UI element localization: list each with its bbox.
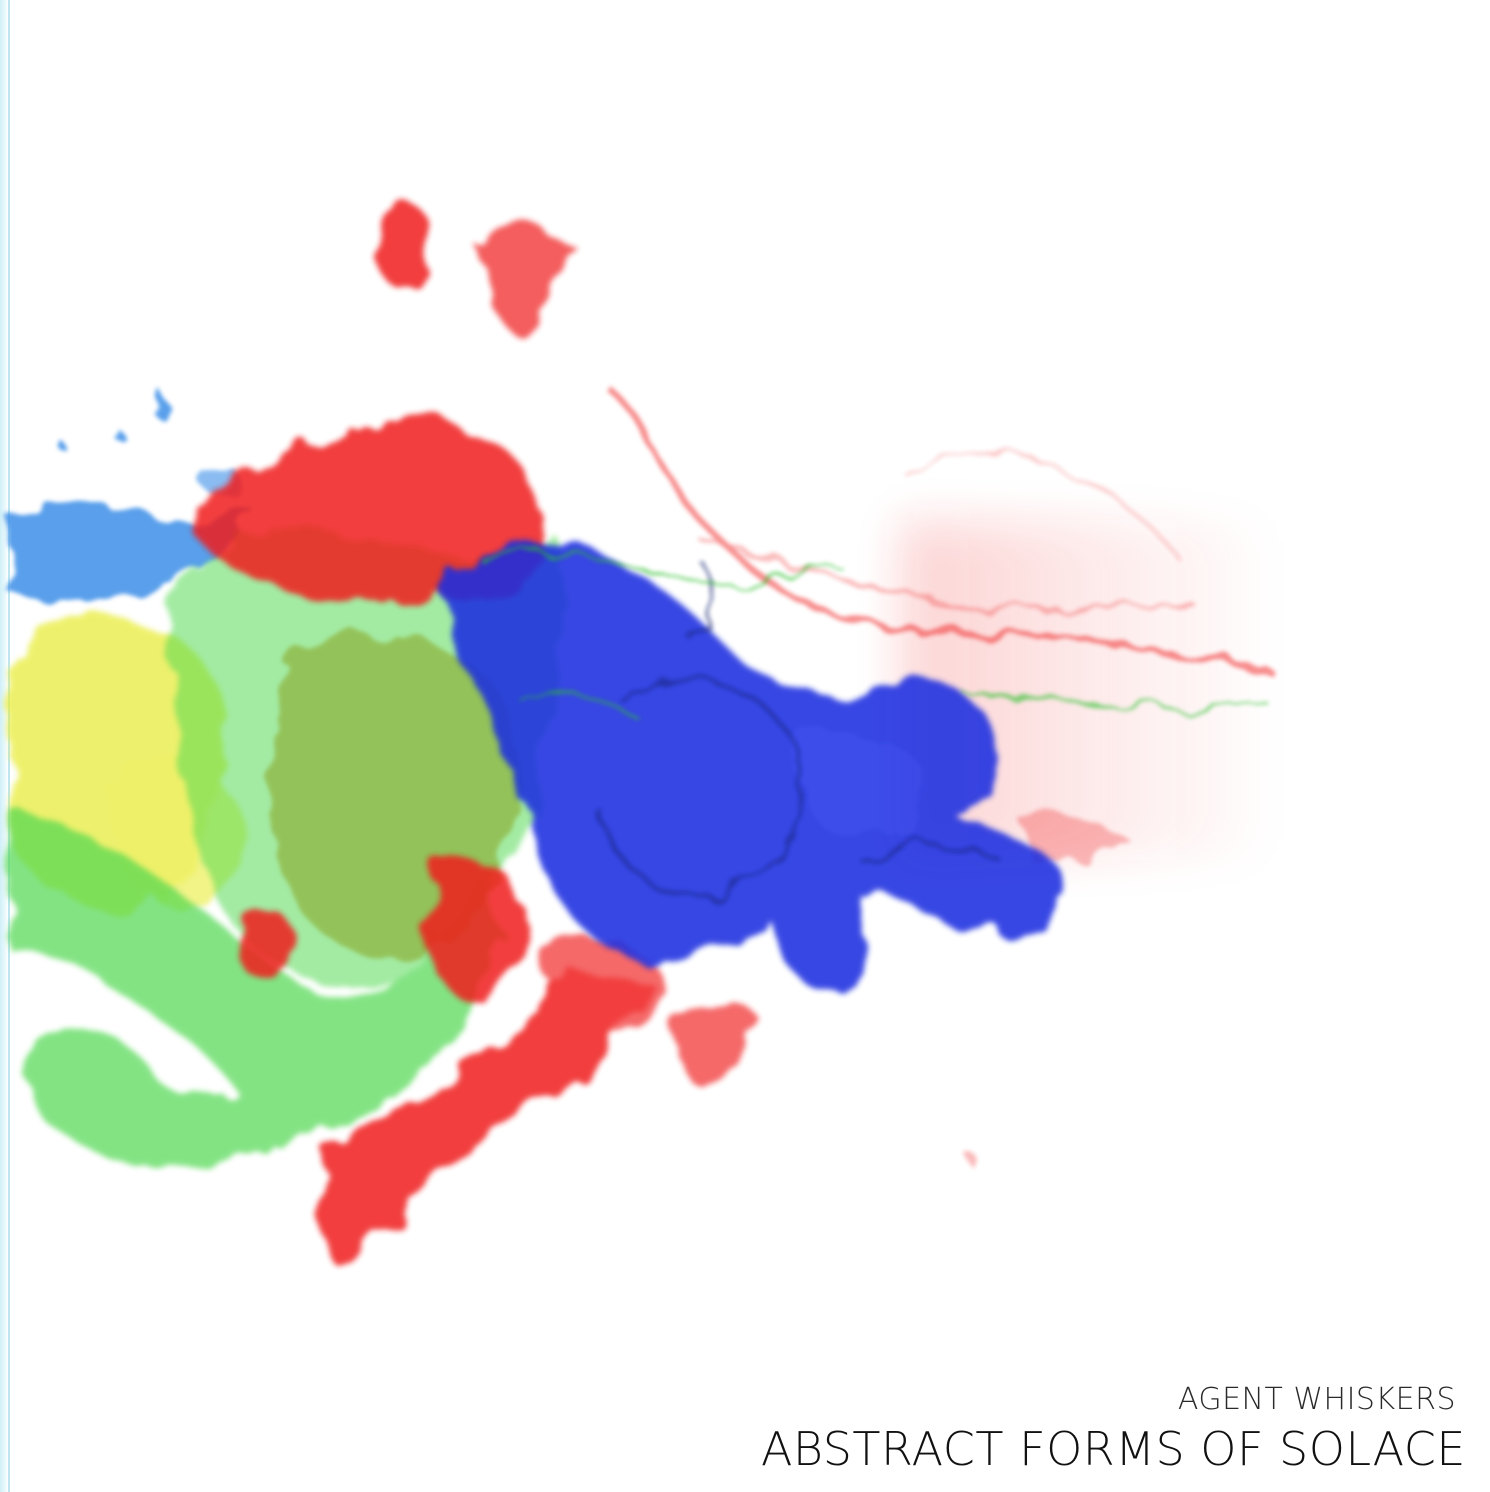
- dark-swirls: [598, 558, 1001, 898]
- green-wisps: [479, 550, 1271, 722]
- album-title: ABSTRACT FORMS OF SOLACE: [760, 1422, 1466, 1476]
- red-haze: [900, 520, 1280, 860]
- spine-edge: [8, 0, 10, 1492]
- blue-ink: [448, 546, 1063, 993]
- cover-spine: [0, 0, 8, 1492]
- red-ink: [200, 209, 770, 1262]
- artist-name: AGENT WHISKERS: [1177, 1382, 1456, 1417]
